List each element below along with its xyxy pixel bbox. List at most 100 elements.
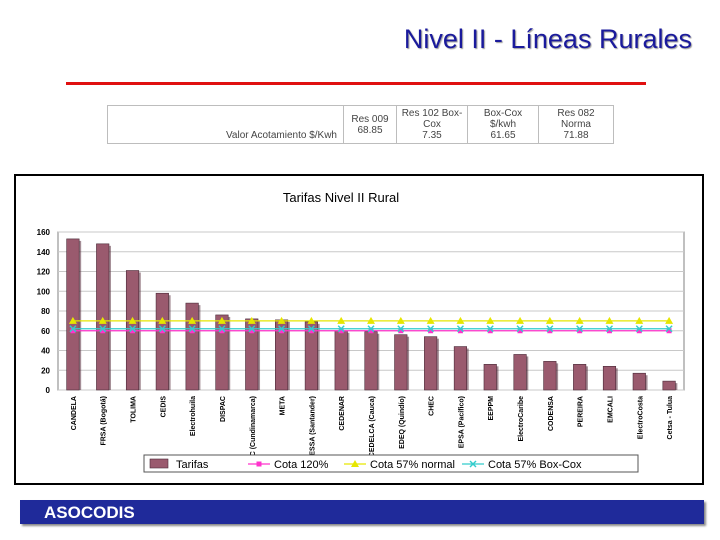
page-title: Nivel II - Líneas Rurales [403, 24, 692, 54]
bar [394, 334, 408, 391]
series-point [516, 316, 525, 324]
bar [453, 346, 467, 391]
series-point [665, 325, 673, 333]
x-tick-label: ElectroCosta [637, 396, 644, 439]
series-point [576, 325, 584, 333]
x-tick-label: DISPAC [220, 396, 227, 422]
series-point [129, 325, 137, 333]
bar [483, 364, 497, 391]
bar [632, 372, 646, 391]
legend-box [143, 454, 639, 473]
bar [662, 380, 676, 391]
x-tick-label: ESSA (Santander) [309, 396, 316, 456]
series-point [128, 316, 137, 324]
bar [573, 364, 587, 391]
series-point [636, 328, 642, 334]
reference-cell: Res 009 68.85 [343, 105, 397, 144]
y-tick-label: 140 [37, 248, 51, 257]
reference-cell: Box-Cox $/kwh 61.65 [467, 105, 539, 144]
legend-marker [256, 461, 262, 467]
legend-label: Cota 57% Box-Cox [488, 459, 582, 471]
series-point [426, 316, 435, 324]
x-tick-label: Cetsa - Tulua [667, 396, 674, 440]
series-point [368, 328, 374, 334]
series-point [577, 328, 583, 334]
bar [334, 330, 348, 391]
bar [543, 361, 557, 391]
tarifas-chart: Tarifas Nivel II Rural 0 20 40 60 80 100 120 140… [37, 190, 685, 473]
bar [185, 302, 199, 391]
bar [155, 292, 169, 391]
y-tick-label: 40 [41, 347, 50, 356]
series-point [217, 316, 226, 324]
series-point [337, 325, 345, 333]
series-point [277, 316, 286, 324]
y-tick-label: 120 [37, 268, 51, 277]
series-point [247, 316, 256, 324]
bar [66, 238, 80, 391]
legend-marker [469, 460, 477, 468]
series-point [487, 328, 493, 334]
series-point [635, 316, 644, 324]
series-point [219, 328, 225, 334]
x-tick-label: CEDENAR [339, 396, 346, 431]
series-point [486, 316, 495, 324]
series-point [218, 325, 226, 333]
series-point [68, 316, 77, 324]
series-point [456, 325, 464, 333]
series-point [396, 316, 405, 324]
series-point [605, 316, 614, 324]
footer-brand: ASOCODIS [44, 503, 135, 522]
series-point [397, 325, 405, 333]
bar [602, 366, 617, 391]
bar [215, 314, 229, 391]
series-point [635, 325, 643, 333]
series-point [279, 328, 285, 334]
x-tick-label: CANDELA [71, 396, 78, 430]
y-tick-label: 80 [41, 307, 50, 316]
series-point [516, 325, 524, 333]
reference-table: Valor Acotamiento $/Kwh Res 009 68.85 Res… [107, 105, 614, 144]
series-point [398, 328, 404, 334]
series-point [606, 328, 612, 334]
series-point [307, 325, 315, 333]
y-tick-label: 60 [41, 327, 50, 336]
series-point [337, 316, 346, 324]
series-point [100, 328, 106, 334]
series-point [248, 325, 256, 333]
series-point [547, 328, 553, 334]
series-point [666, 328, 672, 334]
x-tick-label: Electrohuila [190, 396, 197, 436]
series-point [99, 325, 107, 333]
series-point [456, 316, 465, 324]
series-point [278, 325, 286, 333]
x-tick-label: EEPPM [488, 396, 495, 421]
y-tick-label: 160 [37, 228, 51, 237]
y-tick-label: 20 [41, 366, 50, 375]
y-tick-label: 100 [37, 287, 51, 296]
series-point [158, 316, 167, 324]
series-point [665, 316, 674, 324]
x-tick-label: CEDELCA (Cauca) [369, 396, 376, 457]
series-point [70, 328, 76, 334]
series-point [367, 325, 375, 333]
reference-row-label: Valor Acotamiento $/Kwh [107, 105, 344, 144]
x-tick-label: EDEQ (Quindío) [399, 396, 406, 449]
legend-label: Cota 57% normal [370, 459, 455, 471]
series-point [308, 328, 314, 334]
series-point [486, 325, 494, 333]
series-point [605, 325, 613, 333]
x-tick-label: FRSA (Bogotá) [101, 396, 108, 446]
y-tick-label: 0 [46, 386, 51, 395]
chart-frame: Tarifas Nivel II Rural 0 20 40 60 80 100 120 140… [14, 174, 704, 485]
series-point [69, 325, 77, 333]
x-tick-label: ElectroCaribe [518, 396, 525, 442]
x-tick-label: EEC (Cundinamarca) [250, 396, 257, 466]
series-point [575, 316, 584, 324]
legend-swatch [149, 458, 169, 469]
x-tick-label: TOLIMA [131, 396, 138, 423]
series-point [188, 325, 196, 333]
x-tick-label: META [280, 396, 287, 415]
footer-bar: ASOCODIS [20, 500, 704, 524]
series-point [159, 328, 165, 334]
